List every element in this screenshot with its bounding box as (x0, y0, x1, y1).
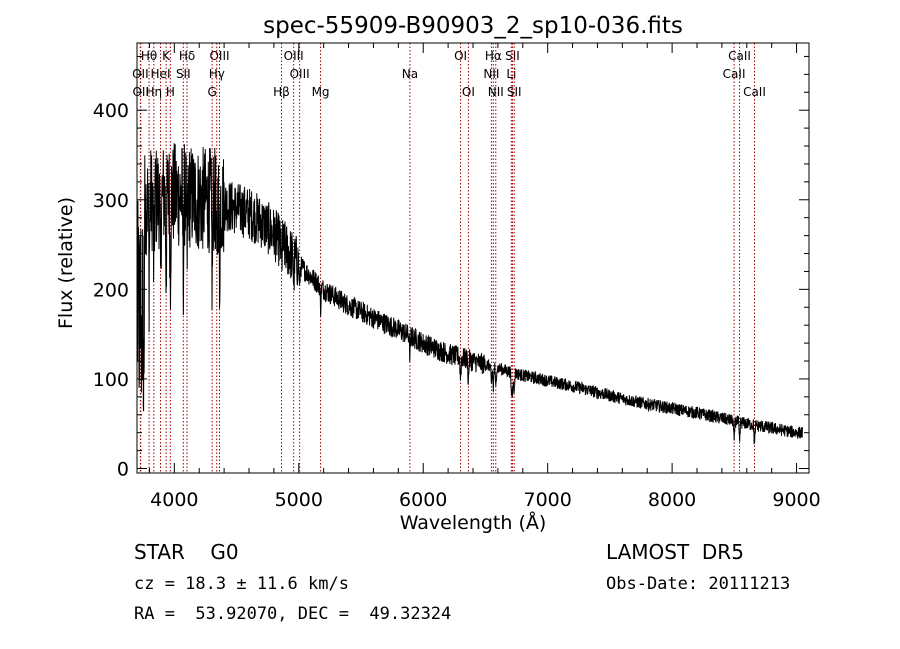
chart-title: spec-55909-B90903_2_sp10-036.fits (263, 13, 683, 39)
spectral-line-label: K (162, 49, 171, 63)
x-tick-label: 7000 (523, 489, 571, 511)
x-tick-label: 6000 (399, 489, 447, 511)
spectral-line-label: Mg (312, 85, 330, 99)
spectrum-series-line (137, 143, 804, 445)
obs-date: Obs-Date: 20111213 (606, 574, 791, 594)
spectral-line-label: OI (462, 85, 475, 99)
plot-frame (136, 42, 810, 474)
axis-ticks: 4000 5000 6000 7000 8000 9000 0 100 200 300 400 (93, 43, 821, 511)
y-tick-label: 0 (117, 459, 129, 481)
y-axis-label: Flux (relative) (55, 197, 77, 329)
y-tick-label: 100 (93, 369, 129, 391)
spectral-line-label: H (166, 85, 175, 99)
spectral-line-label: Hη (145, 85, 162, 99)
spectral-line-label: HeI (151, 67, 171, 81)
spectral-line-label: SII (507, 85, 522, 99)
coordinates: RA = 53.92070, DEC = 49.32324 (134, 604, 452, 624)
x-tick-label: 8000 (648, 489, 696, 511)
y-tick-label: 200 (93, 279, 129, 301)
object-class: STAR G0 (134, 540, 239, 564)
x-tick-label: 4000 (150, 489, 198, 511)
spectral-line-label: Li (506, 67, 516, 81)
spectral-line-label: Hγ (209, 67, 225, 81)
survey-name: LAMOST DR5 (606, 540, 744, 564)
spectral-line-label: OIII (209, 49, 229, 63)
redshift-info: cz = 18.3 ± 11.6 km/s (134, 574, 349, 594)
x-tick-label: 9000 (772, 489, 820, 511)
spectral-line-label: OIII (284, 49, 304, 63)
spectral-line-label: Hβ (273, 85, 290, 99)
spectral-line-label: OI (454, 49, 467, 63)
spectral-line-label: NII (483, 67, 499, 81)
spectral-line-label: CaII (728, 49, 751, 63)
x-axis-label: Wavelength (Å) (400, 511, 547, 534)
spectral-line-label: Na (402, 67, 418, 81)
spectral-line-label: OIII (290, 67, 310, 81)
y-tick-label: 300 (93, 190, 129, 212)
spectral-line-label: SII (176, 67, 191, 81)
y-tick-label: 400 (93, 100, 129, 122)
spectral-line-label: NII (488, 85, 504, 99)
x-tick-label: 5000 (275, 489, 323, 511)
spectral-line-label: G (208, 85, 217, 99)
spectral-line-label: Hθ (141, 49, 157, 63)
spectral-line-label: CaII (723, 67, 746, 81)
spectral-line-label: SII (505, 49, 520, 63)
spectral-line-label: CaII (743, 85, 766, 99)
spectral-line-label: Hδ (179, 49, 195, 63)
spectral-line-label: Hα (485, 49, 502, 63)
